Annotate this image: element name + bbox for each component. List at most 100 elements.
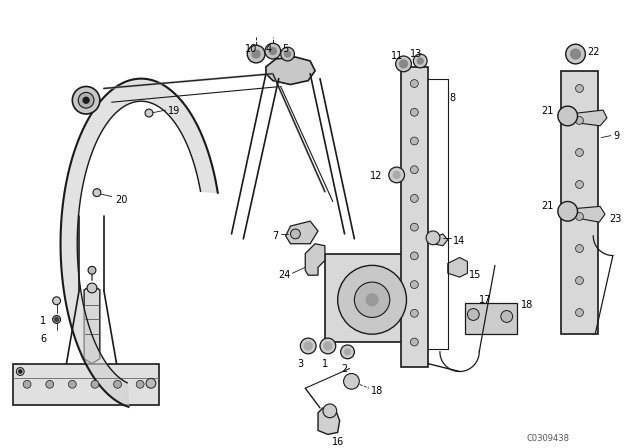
Circle shape xyxy=(410,338,419,346)
Text: 2: 2 xyxy=(342,364,348,374)
Text: 19: 19 xyxy=(168,106,180,116)
Circle shape xyxy=(52,297,61,305)
Text: 12: 12 xyxy=(369,171,382,181)
Text: 8: 8 xyxy=(450,93,456,103)
Polygon shape xyxy=(84,285,100,364)
Text: 21: 21 xyxy=(541,106,554,116)
Circle shape xyxy=(410,252,419,260)
Circle shape xyxy=(146,379,156,388)
Circle shape xyxy=(93,189,101,197)
Circle shape xyxy=(91,380,99,388)
Circle shape xyxy=(410,108,419,116)
Text: 5: 5 xyxy=(283,44,289,54)
Text: 20: 20 xyxy=(116,194,128,205)
Text: 16: 16 xyxy=(332,437,344,448)
Circle shape xyxy=(344,349,351,355)
Circle shape xyxy=(575,149,584,156)
Circle shape xyxy=(393,172,400,178)
Circle shape xyxy=(410,166,419,174)
Text: 1: 1 xyxy=(322,359,328,369)
Circle shape xyxy=(88,267,96,274)
Circle shape xyxy=(467,309,479,320)
Circle shape xyxy=(501,310,513,323)
Text: 22: 22 xyxy=(588,47,600,57)
Text: 11: 11 xyxy=(390,51,403,61)
Polygon shape xyxy=(285,221,318,244)
Circle shape xyxy=(575,116,584,125)
Circle shape xyxy=(291,229,300,239)
Polygon shape xyxy=(577,207,605,222)
Circle shape xyxy=(78,92,94,108)
Polygon shape xyxy=(318,408,340,435)
Circle shape xyxy=(247,45,265,63)
Text: 9: 9 xyxy=(613,131,619,141)
Circle shape xyxy=(410,223,419,231)
Circle shape xyxy=(304,342,312,350)
Circle shape xyxy=(355,282,390,318)
Circle shape xyxy=(46,380,54,388)
Circle shape xyxy=(575,245,584,253)
Text: 7: 7 xyxy=(273,231,279,241)
Circle shape xyxy=(54,318,59,321)
Circle shape xyxy=(136,380,144,388)
Circle shape xyxy=(87,283,97,293)
Polygon shape xyxy=(448,258,467,277)
Circle shape xyxy=(558,202,577,221)
Text: 21: 21 xyxy=(541,202,554,211)
Circle shape xyxy=(344,374,359,389)
Circle shape xyxy=(323,404,337,418)
Circle shape xyxy=(68,380,76,388)
Circle shape xyxy=(23,380,31,388)
Circle shape xyxy=(571,49,580,59)
Text: 4: 4 xyxy=(266,44,272,54)
Circle shape xyxy=(410,194,419,202)
Circle shape xyxy=(145,109,153,117)
Text: 17: 17 xyxy=(479,295,492,305)
Circle shape xyxy=(575,181,584,189)
Text: 10: 10 xyxy=(245,44,257,54)
Text: C0309438: C0309438 xyxy=(526,435,570,444)
Text: 1: 1 xyxy=(40,316,46,327)
Text: 15: 15 xyxy=(469,270,482,280)
Text: 3: 3 xyxy=(298,359,303,369)
Circle shape xyxy=(338,265,406,334)
Text: 24: 24 xyxy=(278,270,291,280)
Circle shape xyxy=(410,280,419,289)
Polygon shape xyxy=(433,234,448,246)
Circle shape xyxy=(324,342,332,350)
Circle shape xyxy=(52,315,61,323)
Bar xyxy=(401,67,428,366)
Polygon shape xyxy=(577,110,607,126)
Circle shape xyxy=(575,85,584,92)
Text: 6: 6 xyxy=(40,334,46,344)
Circle shape xyxy=(558,106,577,126)
Circle shape xyxy=(269,47,276,55)
Circle shape xyxy=(114,380,122,388)
Circle shape xyxy=(285,51,291,57)
Circle shape xyxy=(575,276,584,284)
Circle shape xyxy=(575,309,584,316)
Bar xyxy=(561,71,598,334)
Circle shape xyxy=(320,338,336,354)
Bar xyxy=(465,303,516,334)
Circle shape xyxy=(19,370,22,374)
Bar xyxy=(13,364,159,405)
Circle shape xyxy=(252,50,260,58)
Text: 14: 14 xyxy=(452,236,465,246)
Circle shape xyxy=(426,231,440,245)
Circle shape xyxy=(410,310,419,317)
Text: 23: 23 xyxy=(609,214,621,224)
Bar xyxy=(325,254,419,342)
Circle shape xyxy=(410,137,419,145)
Circle shape xyxy=(413,54,427,68)
Circle shape xyxy=(83,97,89,103)
Polygon shape xyxy=(305,244,325,275)
Circle shape xyxy=(566,44,586,64)
Circle shape xyxy=(575,212,584,220)
Circle shape xyxy=(410,80,419,87)
Circle shape xyxy=(281,47,294,61)
Circle shape xyxy=(265,43,281,59)
Circle shape xyxy=(72,86,100,114)
Text: 18: 18 xyxy=(371,386,383,396)
Text: 18: 18 xyxy=(520,300,532,310)
